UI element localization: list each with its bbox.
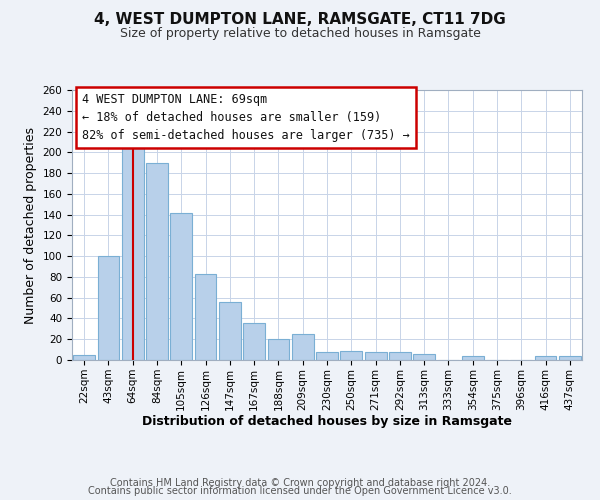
Text: 4, WEST DUMPTON LANE, RAMSGATE, CT11 7DG: 4, WEST DUMPTON LANE, RAMSGATE, CT11 7DG <box>94 12 506 28</box>
Bar <box>559 356 581 360</box>
Text: 4 WEST DUMPTON LANE: 69sqm
← 18% of detached houses are smaller (159)
82% of sem: 4 WEST DUMPTON LANE: 69sqm ← 18% of deta… <box>82 92 410 142</box>
Text: Size of property relative to detached houses in Ramsgate: Size of property relative to detached ho… <box>119 28 481 40</box>
Bar <box>340 350 362 360</box>
Bar <box>413 354 435 360</box>
Bar <box>194 274 217 360</box>
Bar <box>170 212 192 360</box>
Bar <box>535 356 556 360</box>
Text: Contains HM Land Registry data © Crown copyright and database right 2024.: Contains HM Land Registry data © Crown c… <box>110 478 490 488</box>
Bar <box>97 256 119 360</box>
Bar <box>389 352 411 360</box>
Bar <box>365 352 386 360</box>
Text: Contains public sector information licensed under the Open Government Licence v3: Contains public sector information licen… <box>88 486 512 496</box>
Bar <box>219 302 241 360</box>
Bar <box>146 162 168 360</box>
Bar <box>73 355 95 360</box>
Bar <box>268 339 289 360</box>
Bar <box>243 322 265 360</box>
Bar <box>122 147 143 360</box>
Bar <box>316 352 338 360</box>
Bar <box>462 356 484 360</box>
X-axis label: Distribution of detached houses by size in Ramsgate: Distribution of detached houses by size … <box>142 416 512 428</box>
Bar <box>292 334 314 360</box>
Y-axis label: Number of detached properties: Number of detached properties <box>24 126 37 324</box>
